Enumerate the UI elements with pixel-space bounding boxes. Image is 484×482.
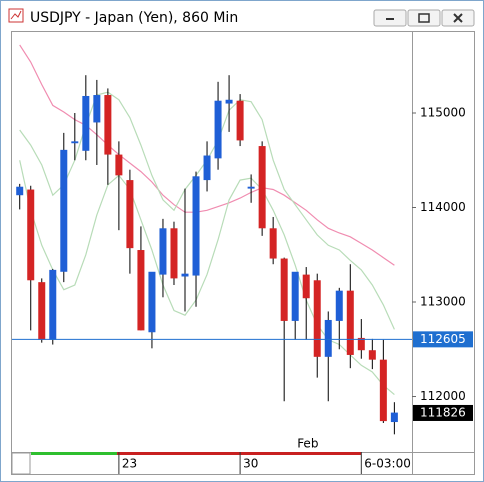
- candle-body: [203, 155, 211, 181]
- price-line-label: 112605: [420, 332, 466, 346]
- candle-body: [357, 337, 365, 351]
- candle-body: [214, 100, 222, 159]
- session-bar-red: [117, 452, 361, 455]
- close-glyph: [453, 13, 463, 23]
- chart-frame: [11, 31, 475, 475]
- candle-body: [49, 269, 57, 340]
- app-icon-glyph: [10, 10, 22, 20]
- candle-body: [324, 319, 332, 357]
- y-tick-label: 114000: [420, 200, 466, 214]
- month-label: Feb: [297, 437, 318, 451]
- candle-body: [104, 95, 112, 155]
- y-tick-label: 113000: [420, 295, 466, 309]
- session-bar-green: [31, 452, 117, 455]
- candle-body: [302, 274, 310, 299]
- x-tick-label: 30: [243, 457, 258, 471]
- candle-body: [280, 258, 288, 321]
- candle-body: [115, 154, 123, 176]
- candle-body: [269, 228, 277, 259]
- candle-body: [247, 186, 255, 189]
- y-tick-label: 115000: [420, 105, 466, 119]
- window-title: USDJPY - Japan (Yen), 860 Min: [30, 10, 238, 26]
- candle-body: [181, 273, 189, 277]
- corner-box: [11, 452, 31, 475]
- price-line-tag: [413, 331, 473, 348]
- last-price-label: 111826: [420, 405, 466, 419]
- candle-body: [159, 228, 167, 275]
- candle-body: [71, 141, 79, 144]
- candle-body: [258, 146, 266, 229]
- candle-body: [313, 280, 321, 357]
- x-tick-label: 6-03:00: [364, 457, 411, 471]
- candle-body: [346, 290, 354, 355]
- last-price-tag: [413, 404, 473, 421]
- candle-body: [60, 149, 68, 272]
- x-tick-label: 23: [122, 457, 137, 471]
- candle-body: [148, 271, 156, 333]
- candle-body: [225, 99, 233, 104]
- y-tick-label: 112000: [420, 389, 466, 403]
- candle-body: [379, 359, 387, 422]
- maximize-button[interactable]: [407, 9, 441, 27]
- candle-body: [192, 176, 200, 276]
- candle-body: [335, 290, 343, 321]
- maximize-glyph: [418, 13, 430, 23]
- candle-body: [236, 100, 244, 141]
- indicator-line: [19, 44, 395, 266]
- candle-body: [291, 271, 299, 321]
- candle-body: [93, 95, 101, 123]
- candle-body: [27, 189, 35, 281]
- candle-body: [390, 412, 398, 423]
- candle-body: [38, 282, 46, 340]
- candle-body: [126, 180, 134, 249]
- candle-body: [16, 186, 24, 196]
- candle-body: [368, 350, 376, 360]
- candle-body: [170, 228, 178, 279]
- candle-body: [82, 95, 90, 151]
- indicator-line: [19, 160, 395, 396]
- candle-body: [137, 250, 145, 331]
